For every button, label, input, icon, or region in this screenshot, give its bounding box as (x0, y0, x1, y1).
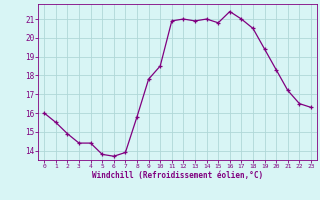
X-axis label: Windchill (Refroidissement éolien,°C): Windchill (Refroidissement éolien,°C) (92, 171, 263, 180)
